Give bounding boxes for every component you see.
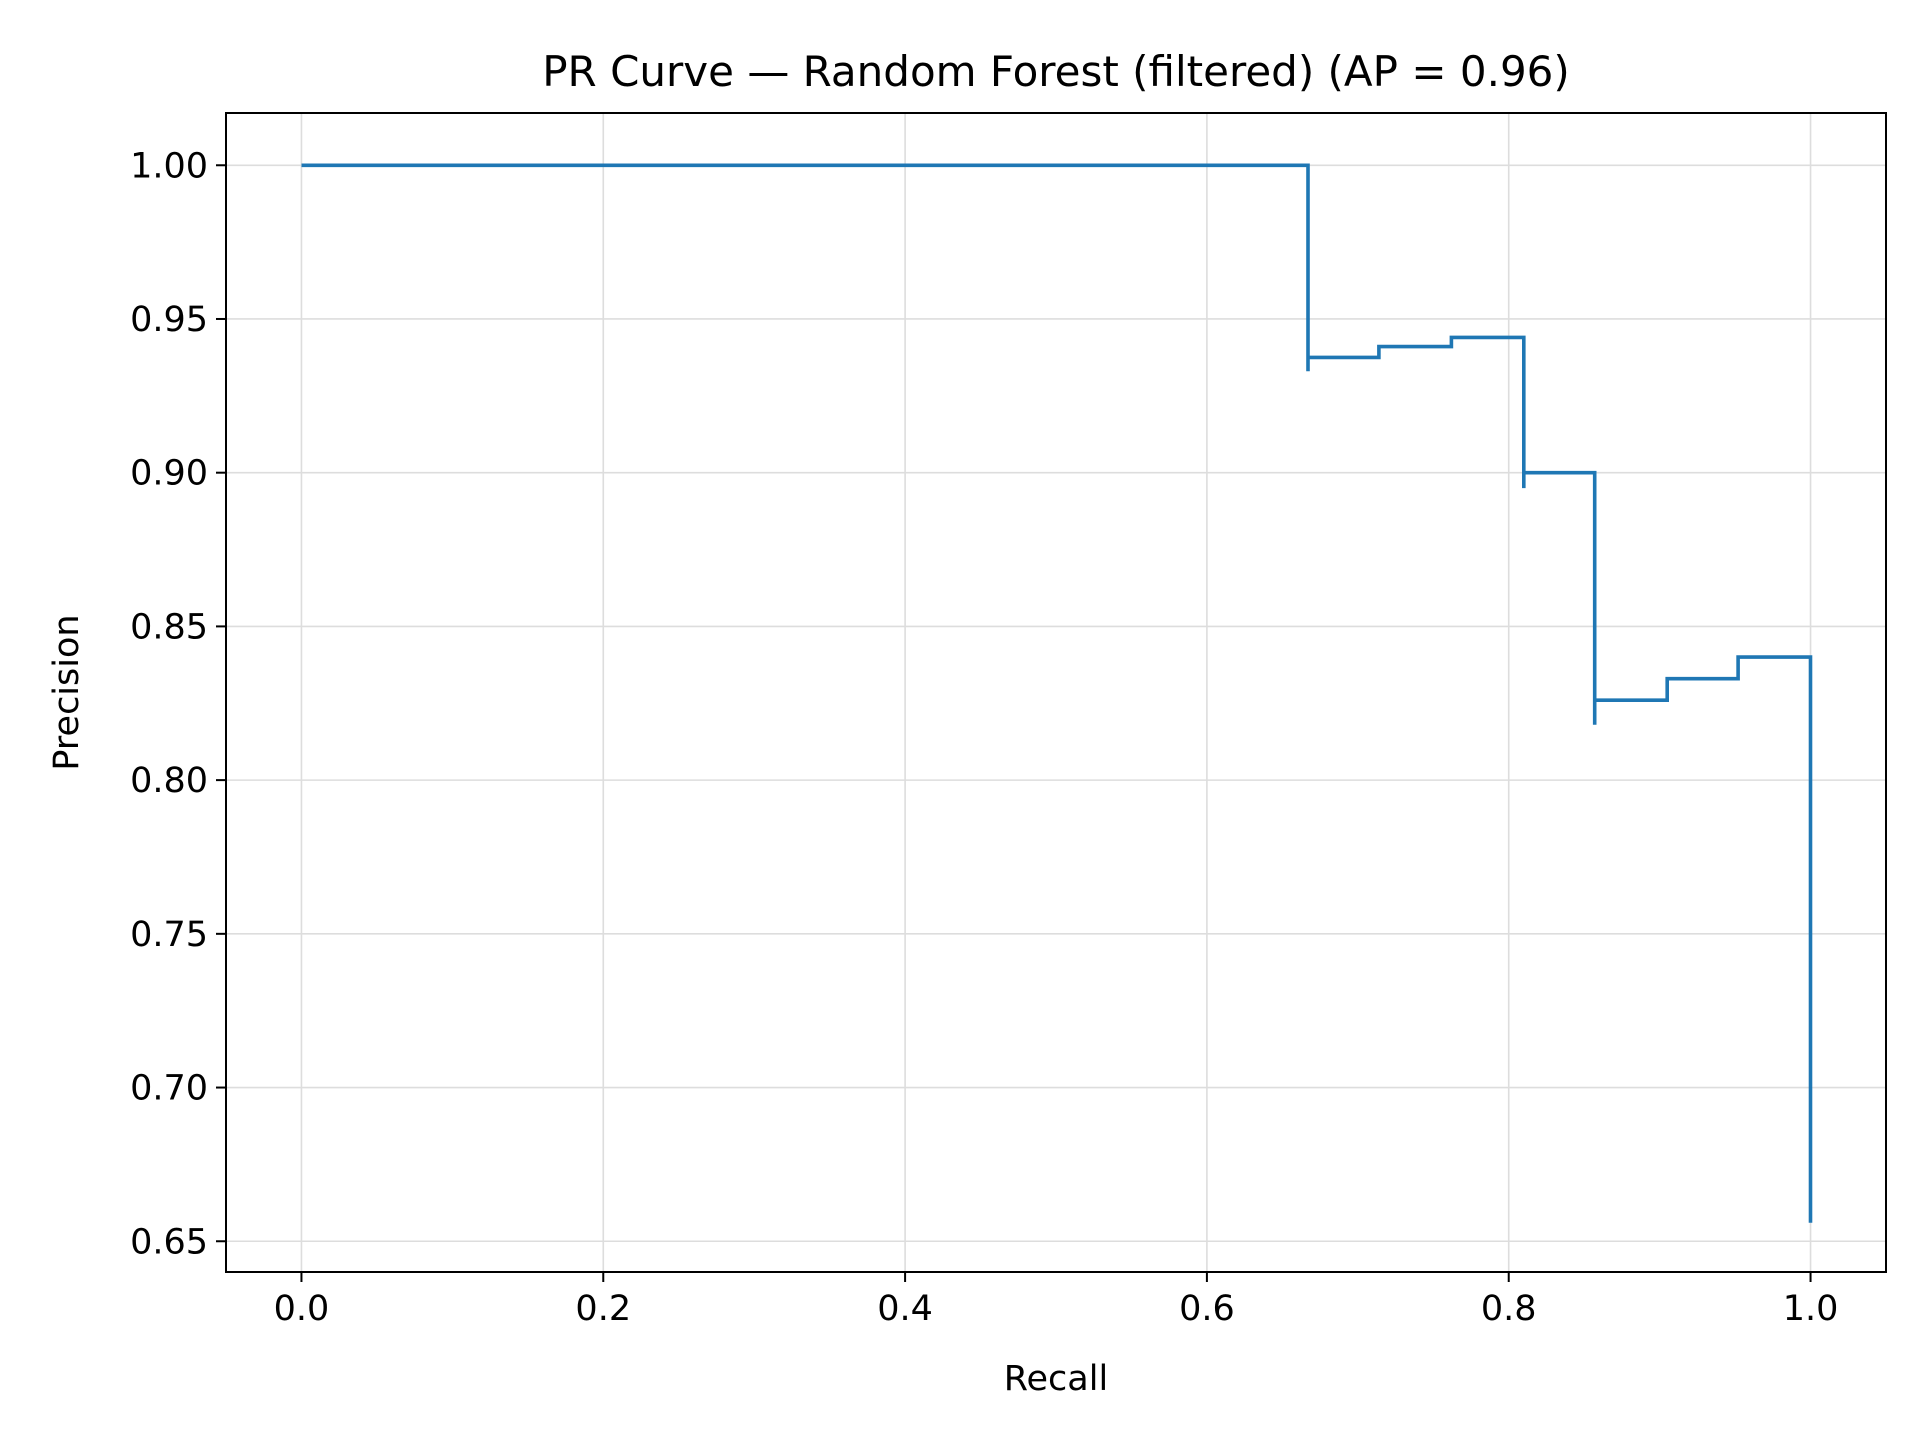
x-axis-title: Recall	[1004, 1359, 1108, 1399]
grid-layer	[226, 113, 1886, 1272]
chart-title: PR Curve — Random Forest (filtered) (AP …	[542, 47, 1570, 96]
plot-frame	[225, 112, 1887, 1273]
x-tick-label: 0.0	[274, 1289, 330, 1329]
y-tick-label: 0.65	[130, 1222, 208, 1262]
x-tick-label: 0.2	[575, 1289, 631, 1329]
y-tick-label: 0.85	[130, 607, 208, 647]
tick-layer: 0.0 0.2 0.4 0.6 0.8 1.0 0.65 0.70 0.75 0.80 0.85 0.…	[130, 146, 1838, 1329]
x-tick-label: 1.0	[1783, 1289, 1839, 1329]
y-tick-label: 0.80	[130, 761, 208, 801]
y-tick-label: 0.95	[130, 300, 208, 340]
series-layer	[301, 163, 1813, 1223]
y-tick-label: 0.90	[130, 454, 208, 494]
x-tick-label: 0.8	[1481, 1289, 1537, 1329]
y-tick-label: 0.75	[130, 915, 208, 955]
x-tick-label: 0.4	[877, 1289, 933, 1329]
x-tick-label: 0.6	[1179, 1289, 1235, 1329]
y-tick-label: 1.00	[130, 146, 208, 186]
pr-curve-line	[301, 163, 1813, 1223]
y-tick-label: 0.70	[130, 1069, 208, 1109]
y-axis-title: Precision	[47, 614, 87, 770]
